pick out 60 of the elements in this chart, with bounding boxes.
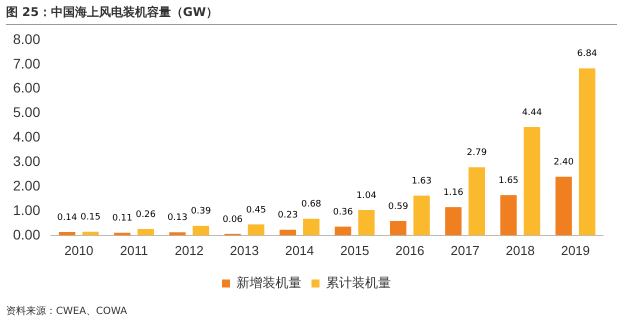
- data-label: 4.44: [522, 108, 542, 118]
- data-label: 0.36: [332, 207, 354, 218]
- bar: [169, 232, 186, 236]
- bar: [445, 207, 462, 236]
- data-label: 0.11: [112, 214, 132, 224]
- data-label: 1.63: [412, 176, 432, 186]
- data-label: 0.39: [190, 206, 212, 217]
- y-tick-label: 6.00: [13, 80, 40, 96]
- x-tick-label: 2012: [174, 242, 204, 258]
- x-tick-label: 2014: [285, 242, 314, 258]
- bar: [578, 68, 596, 236]
- bar: [82, 232, 99, 236]
- data-label: 0.26: [136, 210, 156, 220]
- bar: [524, 126, 540, 236]
- data-label: 0.13: [167, 213, 188, 224]
- x-tick-label: 2013: [230, 242, 259, 258]
- y-tick-label: 2.00: [13, 177, 40, 194]
- data-label: 2.40: [554, 158, 574, 168]
- data-label: 0.06: [222, 214, 243, 225]
- data-label: 1.65: [498, 176, 519, 186]
- data-label: 0.59: [388, 202, 408, 212]
- text: 资料来源：CWEA、COWA: [6, 304, 128, 318]
- y-tick-label: 1.00: [13, 202, 40, 218]
- bar: [334, 226, 352, 236]
- data-label: 0.15: [80, 212, 101, 223]
- data-label: 6.84: [577, 49, 598, 60]
- bar: [468, 167, 485, 236]
- bar: [555, 176, 572, 236]
- x-tick-label: 2010: [64, 242, 94, 258]
- data-label: 1.04: [356, 190, 377, 201]
- legend-label: 累计装机量: [326, 276, 391, 291]
- data-label: 0.14: [57, 212, 78, 223]
- x-tick-label: 2011: [120, 242, 148, 258]
- chart-title: 图 25：中国海上风电装机容量（GW）: [6, 4, 617, 25]
- x-tick-label: 2016: [395, 242, 424, 258]
- legend-label: 新增装机量: [236, 276, 302, 291]
- y-tick-label: 0.00: [13, 226, 40, 242]
- bar: [358, 210, 375, 236]
- x-tick-label: 2017: [450, 242, 480, 258]
- y-tick-label: 8.00: [13, 30, 40, 47]
- bar: [413, 196, 430, 236]
- data-label: 0.68: [301, 200, 322, 210]
- data-label: 2.79: [466, 148, 488, 158]
- bar: [390, 220, 406, 236]
- y-tick-label: 4.00: [13, 128, 40, 145]
- bar: [500, 195, 517, 236]
- data-label: 0.45: [246, 205, 266, 216]
- bar: [303, 218, 320, 236]
- bar: [192, 226, 210, 236]
- bar: [248, 224, 264, 236]
- bar: [114, 232, 130, 236]
- y-tick-label: 3.00: [13, 152, 40, 169]
- x-tick-label: 2015: [340, 242, 370, 258]
- bar: [138, 229, 154, 236]
- data-label: 1.16: [443, 188, 464, 198]
- y-tick-label: 5.00: [13, 104, 40, 120]
- data-label: 0.23: [278, 210, 298, 221]
- x-tick-label: 2019: [560, 242, 590, 258]
- y-tick-label: 7.00: [13, 55, 40, 72]
- x-tick-label: 2018: [506, 242, 535, 258]
